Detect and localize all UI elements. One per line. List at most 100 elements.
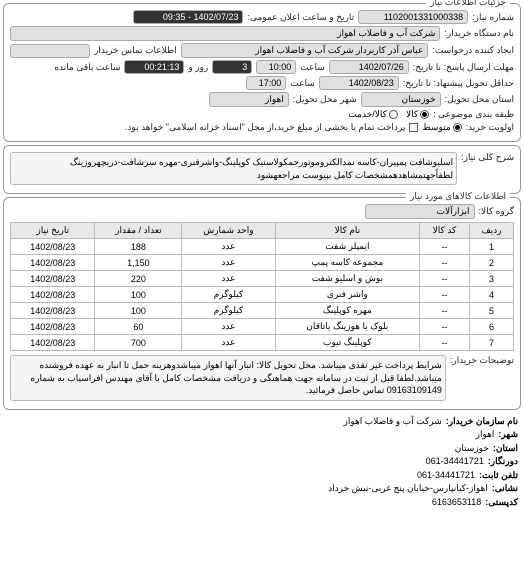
col-0: ردیف <box>469 223 513 239</box>
table-cell: کیلوگرم <box>182 287 275 303</box>
table-row: 2--مجموعه کاسه پمپعدد1,1501402/08/23 <box>11 255 514 271</box>
deliver-label: حداقل تحویل پیشنهاد: تا تاریخ: <box>403 78 514 89</box>
panel3-title: اطلاعات کالاهای مورد نیاز <box>406 191 510 202</box>
req-no-field: 1102001331000338 <box>358 10 468 24</box>
table-cell: 4 <box>469 287 513 303</box>
table-header-row: ردیف کد کالا نام کالا واحد شمارش تعداد /… <box>11 223 514 239</box>
table-cell: 1 <box>469 239 513 255</box>
table-cell: 1402/08/23 <box>11 239 95 255</box>
col-1: کد کالا <box>420 223 470 239</box>
table-cell: کوپلینگ تیوب <box>275 335 420 351</box>
budget-radio-group: کالا کالا/خدمت <box>348 109 429 120</box>
table-cell: کیلوگرم <box>182 303 275 319</box>
priority-label: اولویت خرید: <box>466 122 514 133</box>
remain-label: ساعت باقی مانده <box>54 62 120 73</box>
city-field: اهواز <box>209 92 289 107</box>
budget-opt-1: کالا/خدمت <box>348 109 387 120</box>
radio-dot-icon <box>453 123 462 132</box>
footer-city-label: شهر: <box>498 428 518 442</box>
table-cell: 1402/08/23 <box>11 287 95 303</box>
announce-field: 1402/07/23 - 09:35 <box>133 10 243 24</box>
province-field: خوزستان <box>361 92 441 107</box>
budget-label: طبقه بندی موضوعی : <box>433 109 514 120</box>
group-field: ابزارآلات <box>365 204 475 219</box>
table-cell: 1402/08/23 <box>11 319 95 335</box>
remain-day-label: روز و <box>188 62 208 73</box>
footer-prov-value: خوزستان <box>455 442 489 456</box>
table-cell: -- <box>420 319 470 335</box>
desc-title-label: شرح کلی نیاز: <box>461 152 514 163</box>
table-cell: مهره کوپلینگ <box>275 303 420 319</box>
post-value: 6163653118 <box>432 496 481 510</box>
table-cell: 700 <box>95 335 182 351</box>
table-cell: بوش و اسلیو شفت <box>275 271 420 287</box>
table-cell: عدد <box>182 255 275 271</box>
buyer-note: شرایط پرداخت غیر نقدی میباشد. محل تحویل … <box>10 355 446 401</box>
table-row: 4--واشر فنریکیلوگرم1001402/08/23 <box>11 287 514 303</box>
table-row: 7--کوپلینگ تیوبعدد7001402/08/23 <box>11 335 514 351</box>
desc-text: اسلیوشافت پمپیران-کاسه نمدالکتروموتورجمک… <box>10 152 457 185</box>
requester-label: ایجاد کننده درخواست: <box>432 45 514 56</box>
radio-dot-icon <box>420 110 429 119</box>
budget-radio-2[interactable]: کالا/خدمت <box>348 109 398 120</box>
budget-radio-1[interactable]: کالا <box>406 109 429 120</box>
table-cell: -- <box>420 335 470 351</box>
table-cell: عدد <box>182 319 275 335</box>
table-cell: عدد <box>182 271 275 287</box>
city-label: شهر محل تحویل: <box>293 94 357 105</box>
table-cell: واشر فنری <box>275 287 420 303</box>
pay-note: پرداخت تمام یا بخشی از مبلغ خرید،از محل … <box>125 122 405 133</box>
requester-field: عباس آذر کاربردار شرکت آب و فاضلاب اهواز <box>181 43 429 58</box>
remain-day-field: 3 <box>212 60 252 74</box>
table-cell: بلوک یا هوزینگ یاتاقان <box>275 319 420 335</box>
priority-radio-group: متوسط <box>422 122 461 133</box>
table-cell: -- <box>420 239 470 255</box>
table-cell: -- <box>420 287 470 303</box>
request-info-panel: جزئیات اطلاعات نیاز شماره نیاز: 11020013… <box>3 3 521 142</box>
table-cell: 220 <box>95 271 182 287</box>
province-label: استان محل تحویل: <box>445 94 514 105</box>
table-cell: مجموعه کاسه پمپ <box>275 255 420 271</box>
priority-radio-1[interactable]: متوسط <box>422 122 461 133</box>
send-time-label: ساعت <box>300 62 325 73</box>
col-4: تعداد / مقدار <box>95 223 182 239</box>
addr-label: نشانی: <box>492 482 518 496</box>
col-2: نام کالا <box>275 223 420 239</box>
fax-label: دورنگار: <box>488 455 518 469</box>
table-cell: ایمپلر شفت <box>275 239 420 255</box>
col-3: واحد شمارش <box>182 223 275 239</box>
table-row: 5--مهره کوپلینگکیلوگرم1001402/08/23 <box>11 303 514 319</box>
send-deadline-label: مهلت ارسال پاسخ: تا تاریخ: <box>413 62 514 73</box>
send-date-field: 1402/07/26 <box>329 60 409 74</box>
group-label: گروه کالا: <box>479 206 514 217</box>
footer-info: نام سازمان خریدار: شرکت آب و فاضلاب اهوا… <box>0 413 524 512</box>
addr-value: اهواز-کیانپارس-خیابان پنج غربی-نبش خرداد <box>328 482 488 496</box>
post-label: کدپستی: <box>485 496 518 510</box>
table-cell: 60 <box>95 319 182 335</box>
footer-city-value: اهواز <box>476 428 495 442</box>
table-cell: 100 <box>95 287 182 303</box>
items-panel: اطلاعات کالاهای مورد نیاز گروه کالا: ابز… <box>3 197 521 410</box>
send-time-field: 10:00 <box>256 60 296 74</box>
contact-field <box>10 44 90 58</box>
deliver-time-label: ساعت <box>290 78 315 89</box>
table-cell: -- <box>420 255 470 271</box>
remain-time-field: 00:21:13 <box>124 60 184 74</box>
table-cell: 2 <box>469 255 513 271</box>
table-row: 1--ایمپلر شفتعدد1881402/08/23 <box>11 239 514 255</box>
table-row: 6--بلوک یا هوزینگ یاتاقانعدد601402/08/23 <box>11 319 514 335</box>
pay-checkbox[interactable] <box>409 123 418 132</box>
fax-value: 061-34441721 <box>426 455 484 469</box>
deliver-time-field: 17:00 <box>246 76 286 90</box>
note-label: توضیحات خریدار: <box>450 355 514 366</box>
table-cell: عدد <box>182 335 275 351</box>
table-cell: -- <box>420 303 470 319</box>
table-cell: 1402/08/23 <box>11 335 95 351</box>
org-label: نام سازمان خریدار: <box>446 415 518 429</box>
tel-value: 061-34441721 <box>417 469 475 483</box>
table-cell: 1402/08/23 <box>11 255 95 271</box>
contact-label: اطلاعات تماس خریدار <box>94 45 177 56</box>
table-cell: -- <box>420 271 470 287</box>
radio-dot-icon <box>389 110 398 119</box>
table-cell: 5 <box>469 303 513 319</box>
